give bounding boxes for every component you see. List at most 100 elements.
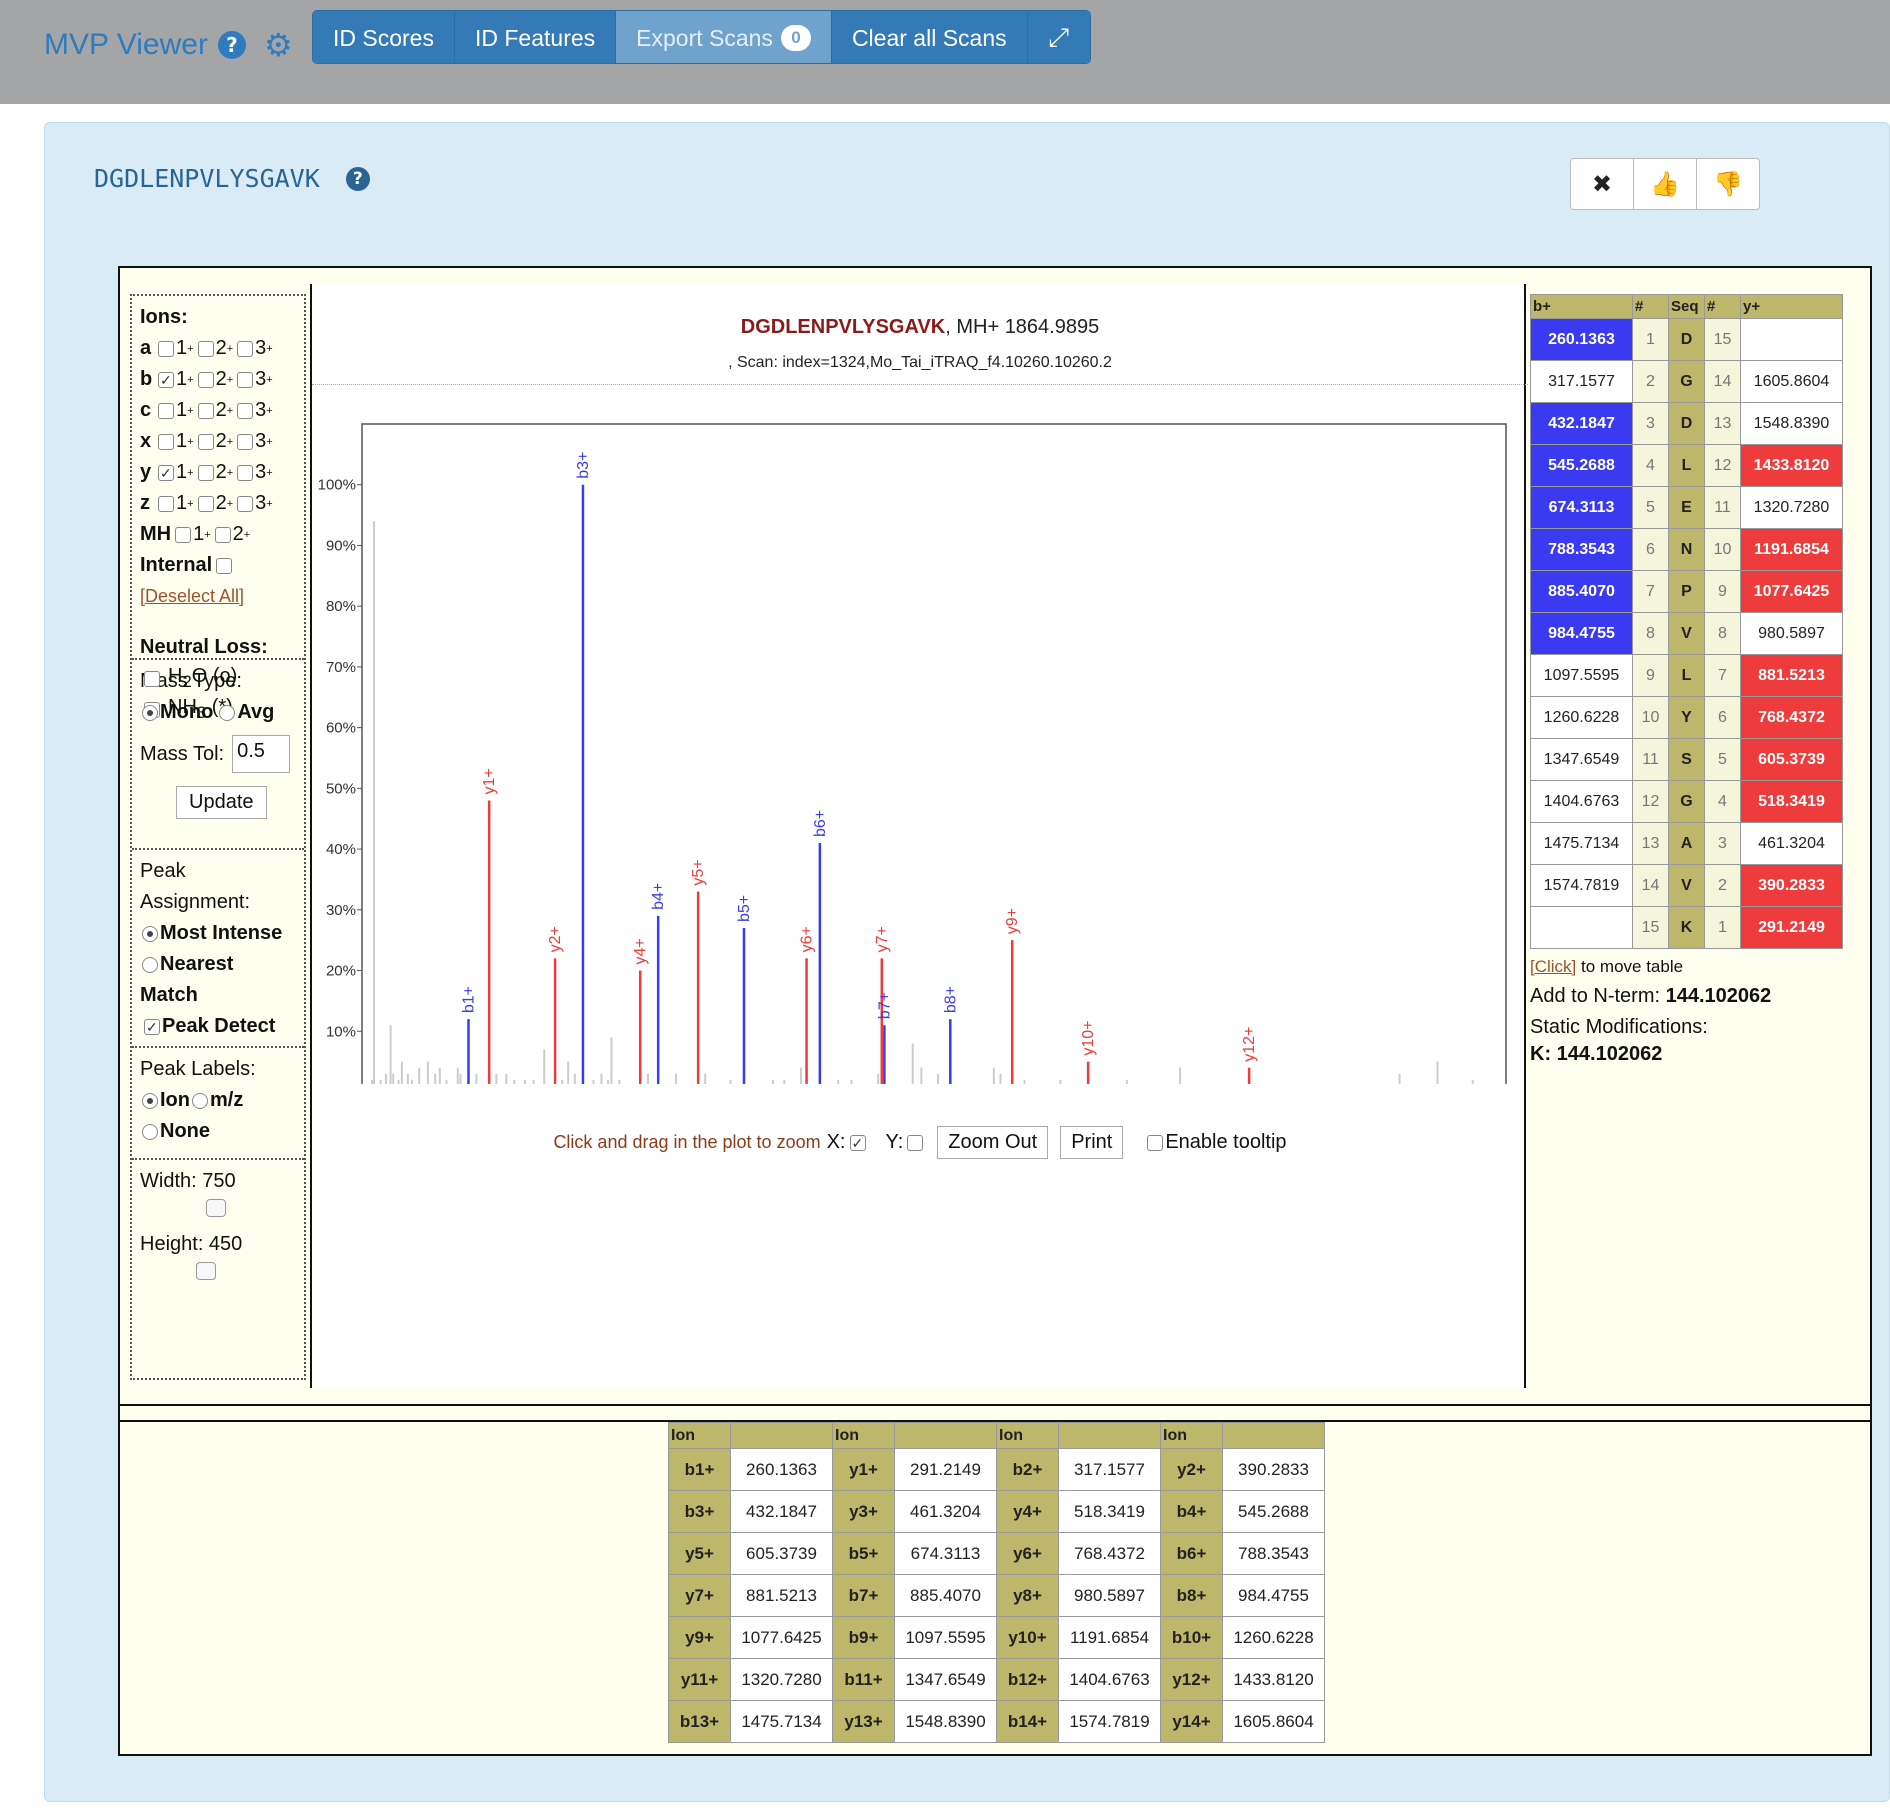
label-mz-radio[interactable] — [192, 1092, 208, 1109]
mh-1-checkbox[interactable] — [175, 526, 192, 543]
peak-label: y2+ — [547, 926, 564, 952]
move-table-link[interactable]: [Click] — [1530, 957, 1577, 976]
a-1-checkbox[interactable] — [158, 340, 174, 357]
x-1-checkbox[interactable] — [158, 433, 174, 450]
print-button[interactable]: Print — [1060, 1126, 1124, 1159]
size-section: Width: 750 Height: 450 — [132, 1160, 304, 1286]
b-2-checkbox[interactable] — [197, 371, 214, 388]
height-slider-handle[interactable] — [196, 1262, 216, 1280]
ion-name: b4+ — [1160, 1490, 1223, 1533]
thumbs-up-button[interactable]: 👍 — [1633, 158, 1697, 210]
b-ion-value — [1530, 906, 1633, 949]
x-2-checkbox[interactable] — [197, 433, 214, 450]
y-ion-value: 1433.8120 — [1740, 444, 1843, 487]
x-3-checkbox[interactable] — [237, 433, 254, 450]
enable-tooltip-checkbox[interactable] — [1147, 1134, 1164, 1151]
close-button[interactable]: ✖ — [1570, 158, 1634, 210]
residue: N — [1668, 528, 1705, 571]
question-circle-icon[interactable]: ? — [217, 31, 246, 59]
width-slider-handle[interactable] — [206, 1199, 226, 1217]
x-zoom-checkbox[interactable] — [849, 1134, 866, 1151]
ion-name: b13+ — [668, 1700, 731, 1743]
plot-title: DGDLENPVLYSGAVK, MH+ 1864.9895 — [312, 316, 1528, 339]
spectrum-chart[interactable]: 0%10%20%30%40%50%60%70%80%90%100%2004006… — [312, 284, 1528, 1084]
residue: L — [1668, 654, 1705, 697]
h2o-label: H2O (o) — [168, 665, 238, 691]
z-2-checkbox[interactable] — [197, 495, 214, 512]
ion-mz: 317.1577 — [1058, 1448, 1161, 1491]
most-intense-radio[interactable] — [142, 925, 158, 942]
label-ion-radio[interactable] — [142, 1092, 158, 1109]
avg-radio[interactable] — [219, 704, 236, 721]
mass-tol-input[interactable]: 0.5 — [232, 735, 291, 773]
z-1-checkbox[interactable] — [158, 495, 174, 512]
ion-mz: 390.2833 — [1222, 1448, 1325, 1491]
zoom-out-button[interactable]: Zoom Out — [937, 1126, 1049, 1159]
peak-detect-checkbox[interactable] — [144, 1018, 160, 1035]
y-tick-label: 40% — [326, 841, 356, 858]
thumbs-down-button[interactable]: 👎 — [1696, 158, 1760, 210]
c-2-checkbox[interactable] — [197, 402, 214, 419]
y-zoom-checkbox[interactable] — [907, 1134, 924, 1151]
a-3-checkbox[interactable] — [237, 340, 254, 357]
id-features-button[interactable]: ID Features — [454, 11, 617, 63]
scan-action-buttons: ✖ 👍 👎 — [1570, 158, 1760, 210]
brand-title[interactable]: MVP Viewer — [44, 28, 208, 61]
fragment-row: 545.2688 4 L 12 1433.8120 — [1530, 444, 1843, 487]
peak-labels-section: Peak Labels: Ion m/z None — [132, 1048, 304, 1160]
export-scans-button[interactable]: Export Scans 0 — [616, 11, 832, 63]
match-label: Match — [140, 984, 198, 1006]
ion-mz: 545.2688 — [1222, 1490, 1325, 1533]
b-index: 7 — [1632, 570, 1669, 613]
charge-label: 3 — [255, 430, 267, 452]
expand-button[interactable]: ⤢ — [1027, 11, 1090, 63]
mono-radio[interactable] — [142, 704, 158, 721]
y-1-checkbox[interactable] — [158, 464, 174, 481]
ion-name: y10+ — [996, 1616, 1059, 1659]
ion-name: b7+ — [832, 1574, 895, 1617]
b-1-checkbox[interactable] — [158, 371, 174, 388]
residue: K — [1668, 906, 1705, 949]
y-ion-value: 980.5897 — [1740, 612, 1843, 655]
z-3-checkbox[interactable] — [237, 495, 254, 512]
y-index: 11 — [1704, 486, 1741, 529]
charge-label: 2 — [215, 368, 227, 390]
mh-2-checkbox[interactable] — [214, 526, 231, 543]
y-tick-label: 60% — [326, 720, 356, 737]
id-scores-button[interactable]: ID Scores — [313, 11, 455, 63]
mass-section: Mass Type: Mono Avg Mass Tol: 0.5 Update — [132, 660, 304, 850]
peak-label: y6+ — [799, 926, 816, 952]
question-circle-icon[interactable]: ? — [345, 166, 370, 191]
ion-mz: 885.4070 — [894, 1574, 997, 1617]
nearest-match-radio[interactable] — [142, 956, 158, 973]
internal-checkbox[interactable] — [216, 557, 233, 574]
update-button[interactable]: Update — [176, 786, 267, 819]
b-ion-value: 1404.6763 — [1530, 780, 1633, 823]
c-3-checkbox[interactable] — [237, 402, 254, 419]
thumbs-down-icon: 👎 — [1713, 170, 1743, 198]
label-none-radio[interactable] — [142, 1123, 158, 1140]
h2o-checkbox[interactable] — [144, 670, 160, 687]
ion-mz: 768.4372 — [1058, 1532, 1161, 1575]
peak-assignment-label: Peak — [140, 860, 186, 882]
peak-label: b1+ — [460, 986, 477, 1013]
nearest-label: Nearest — [160, 953, 234, 975]
ion-table-header: Ion — [996, 1422, 1059, 1449]
y-2-checkbox[interactable] — [197, 464, 214, 481]
b-3-checkbox[interactable] — [237, 371, 254, 388]
y-3-checkbox[interactable] — [237, 464, 254, 481]
y-tick-label: 20% — [326, 963, 356, 980]
ion-table-header: Ion — [668, 1422, 731, 1449]
charge-label: 1 — [193, 523, 205, 545]
charge-label: 1 — [176, 368, 188, 390]
clear-scans-button[interactable]: Clear all Scans — [831, 11, 1028, 63]
toolbar-button-group: ID Scores ID Features Export Scans 0 Cle… — [312, 10, 1091, 64]
charge-label: 3 — [255, 461, 267, 483]
y-tick-label: 50% — [326, 780, 356, 797]
deselect-all-link[interactable]: [Deselect All] — [140, 586, 245, 606]
ion-type-rows: a1+2+3+b1+2+3+c1+2+3+x1+2+3+y1+2+3+z1+2+… — [140, 333, 296, 519]
c-1-checkbox[interactable] — [158, 402, 174, 419]
gear-icon[interactable]: ⚙ — [263, 27, 293, 63]
peak-label: b8+ — [942, 986, 959, 1013]
a-2-checkbox[interactable] — [197, 340, 214, 357]
